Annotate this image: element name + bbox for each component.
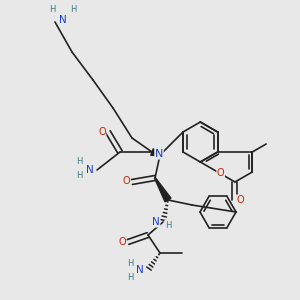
- Text: H: H: [165, 220, 171, 230]
- Polygon shape: [154, 178, 171, 202]
- Text: N: N: [155, 149, 163, 159]
- Text: O: O: [118, 237, 126, 247]
- Text: N: N: [152, 217, 160, 227]
- Polygon shape: [151, 149, 160, 155]
- Text: N: N: [86, 165, 94, 175]
- Text: O: O: [217, 168, 224, 178]
- Text: N: N: [136, 265, 144, 275]
- Text: O: O: [98, 127, 106, 137]
- Text: N: N: [59, 15, 67, 25]
- Text: H: H: [76, 158, 82, 166]
- Text: H: H: [49, 5, 55, 14]
- Text: H: H: [127, 274, 133, 283]
- Text: H: H: [70, 5, 76, 14]
- Text: O: O: [236, 195, 244, 205]
- Text: O: O: [122, 176, 130, 186]
- Text: H: H: [76, 170, 82, 179]
- Text: H: H: [127, 260, 133, 268]
